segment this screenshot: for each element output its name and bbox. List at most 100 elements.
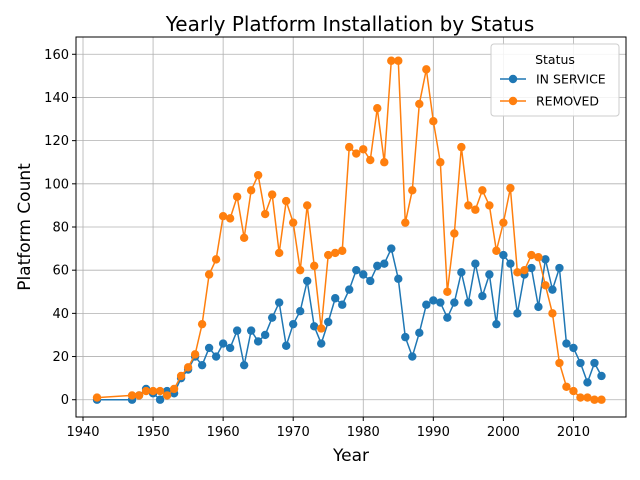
data-point-removed <box>450 229 459 238</box>
y-tick-label: 140 <box>44 91 69 106</box>
data-point-removed <box>155 386 165 396</box>
data-point-removed <box>394 56 403 65</box>
data-point-removed <box>597 395 606 404</box>
data-point-removed <box>422 65 431 74</box>
data-point-in-service <box>310 322 319 331</box>
data-point-removed <box>436 158 445 167</box>
data-point-removed <box>380 158 389 167</box>
data-point-in-service <box>345 285 354 294</box>
data-point-removed <box>148 386 158 396</box>
data-point-in-service <box>408 352 417 361</box>
data-point-removed <box>190 350 200 359</box>
data-point-removed <box>338 246 347 255</box>
x-tick-label: 1980 <box>347 425 380 440</box>
data-point-in-service <box>464 298 473 307</box>
data-point-removed <box>352 149 361 158</box>
data-point-in-service <box>281 341 291 350</box>
data-point-removed <box>218 212 228 221</box>
y-tick-label: 20 <box>52 350 69 365</box>
data-point-removed <box>260 209 270 219</box>
data-point-removed <box>457 142 466 152</box>
data-point-in-service <box>457 268 466 277</box>
data-point-in-service <box>562 339 571 348</box>
data-point-removed <box>366 155 375 165</box>
legend-label-removed: REMOVED <box>536 94 599 109</box>
data-point-removed <box>211 255 221 264</box>
data-point-removed <box>534 253 543 262</box>
series-layer <box>92 56 606 404</box>
data-point-removed <box>176 371 186 381</box>
data-point-removed <box>246 186 256 195</box>
y-tick-label: 120 <box>44 134 69 149</box>
legend-title: Status <box>535 52 575 67</box>
data-point-removed <box>408 186 417 195</box>
data-point-removed <box>183 363 193 372</box>
data-point-in-service <box>274 298 284 307</box>
data-point-removed <box>141 386 151 396</box>
data-point-removed <box>562 382 571 391</box>
data-point-removed <box>281 196 291 206</box>
data-point-removed <box>471 205 480 214</box>
legend-label-in-service: IN SERVICE <box>536 72 606 87</box>
data-point-removed <box>359 145 368 154</box>
data-point-in-service <box>267 313 277 322</box>
y-tick-label: 100 <box>44 177 69 192</box>
data-point-in-service <box>155 395 165 404</box>
data-point-removed <box>197 319 207 329</box>
data-point-removed <box>548 309 557 318</box>
x-tick-label: 1970 <box>277 425 310 440</box>
data-point-removed <box>310 261 319 271</box>
data-point-removed <box>499 218 508 227</box>
data-point-removed <box>296 265 305 275</box>
x-tick-label: 2000 <box>487 425 520 440</box>
legend-marker-in-service <box>508 74 518 84</box>
data-point-in-service <box>324 317 333 327</box>
data-point-removed <box>555 358 564 368</box>
data-point-in-service <box>232 326 242 335</box>
data-point-in-service <box>541 255 550 264</box>
data-point-removed <box>527 250 536 260</box>
data-point-removed <box>169 384 179 394</box>
data-point-removed <box>324 250 333 260</box>
data-point-in-service <box>380 259 389 268</box>
data-point-in-service <box>583 378 592 387</box>
data-point-removed <box>464 201 473 210</box>
data-point-removed <box>373 104 382 113</box>
data-point-in-service <box>485 270 494 279</box>
data-point-in-service <box>429 296 438 305</box>
data-point-in-service <box>204 343 214 353</box>
data-point-removed <box>204 270 214 279</box>
chart-title: Yearly Platform Installation by Status <box>165 12 535 36</box>
y-tick-label: 40 <box>52 307 69 322</box>
data-point-removed <box>478 186 487 195</box>
data-point-removed <box>239 233 249 242</box>
data-point-removed <box>225 214 235 223</box>
data-point-in-service <box>296 307 305 316</box>
data-point-in-service <box>197 360 207 370</box>
x-tick-label: 2010 <box>557 425 590 440</box>
data-point-removed <box>415 99 424 109</box>
data-point-removed <box>583 393 592 402</box>
data-point-in-service <box>422 300 431 309</box>
data-point-in-service <box>359 270 368 279</box>
x-tick-label: 1960 <box>207 425 240 440</box>
data-point-removed <box>506 183 515 193</box>
series-removed <box>92 56 606 404</box>
data-point-in-service <box>373 261 382 271</box>
data-point-in-service <box>576 358 585 368</box>
grid-lines <box>76 37 626 417</box>
data-point-removed <box>492 246 501 255</box>
data-point-removed <box>387 56 396 65</box>
data-point-in-service <box>499 250 508 260</box>
data-point-in-service <box>352 265 361 275</box>
data-point-removed <box>331 248 340 258</box>
data-point-removed <box>590 395 599 404</box>
y-axis-ticks: 0 20 40 60 80 100 120 140 160 <box>44 48 76 408</box>
y-tick-label: 80 <box>52 221 69 236</box>
data-point-in-service <box>401 332 410 342</box>
data-point-in-service <box>471 259 480 268</box>
data-point-in-service <box>415 328 424 337</box>
data-point-in-service <box>597 371 606 381</box>
data-point-in-service <box>317 339 326 348</box>
